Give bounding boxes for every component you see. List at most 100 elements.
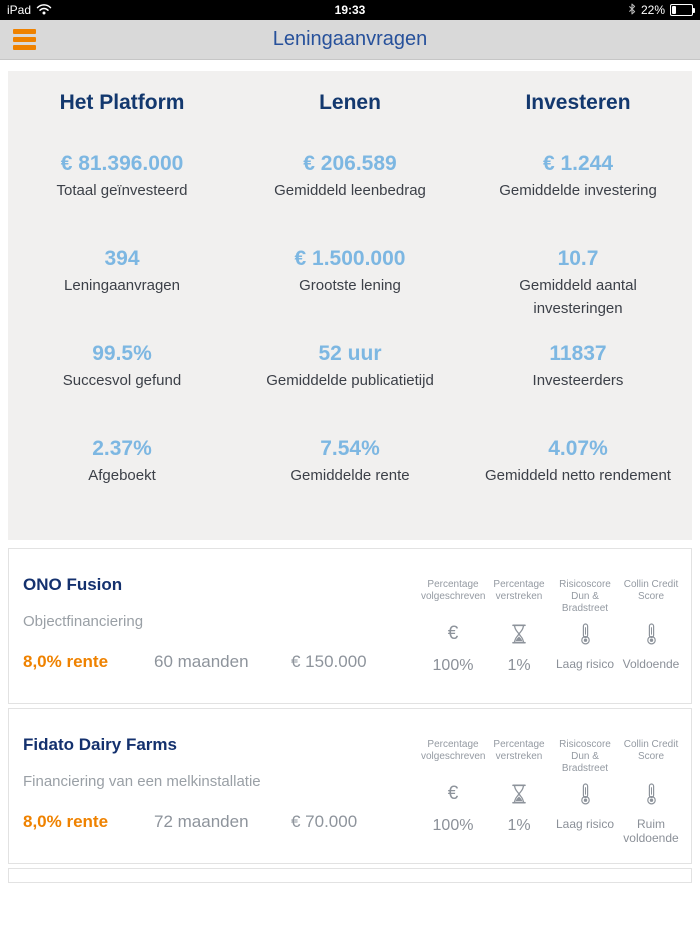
loan-amount: € 150.000 [291,652,367,671]
stat-value: 2.37% [92,437,152,460]
loan-duration: 60 maanden [154,652,249,671]
metric-value: Laag risico [555,657,615,671]
loan-duration: 72 maanden [154,812,249,831]
stat-value: € 1.500.000 [294,247,406,270]
stat-value: 7.54% [320,437,380,460]
stat-label: Grootste lening [299,277,401,294]
stat-item: 394 Leningaanvragen [8,230,236,325]
metric-header: Risicoscore Dun & Bradstreet [559,579,611,614]
clock: 19:33 [334,3,366,17]
metric-icon [619,781,683,807]
loan-amount: € 70.000 [291,812,358,831]
metric-header: Risicoscore Dun & Bradstreet [559,739,611,774]
loan-interest-rate: 8,0% rente [23,652,109,671]
stat-item: 7.54% Gemiddelde rente [236,420,464,515]
hourglass-icon [511,624,527,644]
metric-value: Ruim voldoende [623,817,679,845]
metric-column: Risicoscore Dun & Bradstreet [553,579,617,675]
battery-icon [670,4,695,16]
bluetooth-icon [628,3,636,18]
stat-value: € 81.396.000 [60,152,184,175]
nav-bar: Leningaanvragen [0,20,700,60]
metric-icon [553,621,617,647]
metric-value: Laag risico [555,817,615,831]
metric-column: Risicoscore Dun & Bradstreet [553,739,617,845]
stat-label: Totaal geïnvesteerd [56,182,188,199]
euro-glyph: € [447,783,459,804]
loan-metrics: Percentage volgeschreven € 1 [421,739,683,845]
stat-item: 2.37% Afgeboekt [8,420,236,515]
stat-item: € 206.589 Gemiddeld leenbedrag [236,135,464,230]
loan-card-partial [8,868,692,883]
metric-icon: € [421,781,485,807]
stat-label: Gemiddeld leenbedrag [274,182,426,199]
stat-label: Gemiddelde investering [499,182,657,199]
metric-column: Percentage volgeschreven € 1 [421,739,485,845]
metric-icon [487,781,551,807]
thermometer-icon [646,783,657,805]
hourglass-icon [511,784,527,804]
stat-column-title: Het Platform [59,91,185,114]
stat-item: 4.07% Gemiddeld netto rendement [464,420,692,515]
loan-description: Financiering van een melkinstallatie [23,773,261,790]
stat-value: € 1.244 [542,152,614,175]
metric-header: Percentage volgeschreven [421,579,485,602]
euro-icon: € [448,624,459,644]
hamburger-menu-icon[interactable] [13,29,36,50]
metric-header: Collin Credit Score [623,579,679,602]
stats-panel: Het Platform € 81.396.000 Totaal geïnves… [8,71,692,540]
stat-value: 4.07% [548,437,608,460]
metric-column: Collin Credit Score Voldoen [619,579,683,675]
stat-label: Investeerders [532,372,624,389]
loan-interest-rate: 8,0% rente [23,812,109,831]
stat-item: 10.7 Gemiddeld aantal investeringen [464,230,692,325]
loan-terms-row: 8,0% rente 60 maanden € 150.000 [23,652,677,672]
stat-item: € 1.244 Gemiddelde investering [464,135,692,230]
stat-label: Gemiddeld netto rendement [485,467,671,484]
stat-item: € 81.396.000 Totaal geïnvesteerd [8,135,236,230]
metric-header: Percentage verstreken [493,579,545,602]
stat-item: € 1.500.000 Grootste lening [236,230,464,325]
wifi-icon [36,3,52,18]
battery-fill [672,6,676,14]
loan-description: Objectfinanciering [23,613,144,630]
metric-column: Collin Credit Score Ruim vo [619,739,683,845]
device-label: iPad [7,3,32,17]
stat-label: Leningaanvragen [64,277,180,294]
loan-metrics: Percentage volgeschreven € 1 [421,579,683,675]
stat-value: 52 uur [318,342,382,365]
metric-icon: € [421,621,485,647]
loan-name: ONO Fusion [23,575,123,594]
stat-item: 52 uur Gemiddelde publicatietijd [236,325,464,420]
page-title: Leningaanvragen [272,28,428,50]
thermometer-icon [580,623,591,645]
loan-card[interactable]: Fidato Dairy Farms Financiering van een … [8,708,692,864]
metric-value: 100% [432,657,474,674]
stat-value: 11837 [549,342,607,365]
metric-icon [619,621,683,647]
metric-value: 1% [507,657,531,674]
metric-value: 1% [507,817,531,834]
metric-icon [553,781,617,807]
stat-value: 10.7 [557,247,599,270]
metric-column: Percentage volgeschreven € 1 [421,579,485,675]
stat-label: Afgeboekt [88,467,156,484]
stat-column-title: Investeren [525,91,631,114]
thermometer-icon [580,783,591,805]
metric-header: Percentage volgeschreven [421,739,485,762]
loan-terms-row: 8,0% rente 72 maanden € 70.000 [23,812,677,832]
stat-label: Gemiddelde rente [290,467,410,484]
stat-value: € 206.589 [303,152,397,175]
euro-glyph: € [447,623,459,644]
metric-column: Percentage verstreken 1% [487,739,551,845]
metric-icon [487,621,551,647]
loan-card[interactable]: ONO Fusion Objectfinanciering 8,0% rente… [8,548,692,704]
metric-value: Voldoende [622,657,680,671]
stat-label: Gemiddeld aantal investeringen [519,277,637,317]
stat-column-title: Lenen [319,91,381,114]
stat-label: Succesvol gefund [62,372,182,389]
loan-list: ONO Fusion Objectfinanciering 8,0% rente… [0,548,700,864]
stat-item: 11837 Investeerders [464,325,692,420]
stat-value: 99.5% [92,342,152,365]
metric-header: Percentage verstreken [493,739,545,762]
